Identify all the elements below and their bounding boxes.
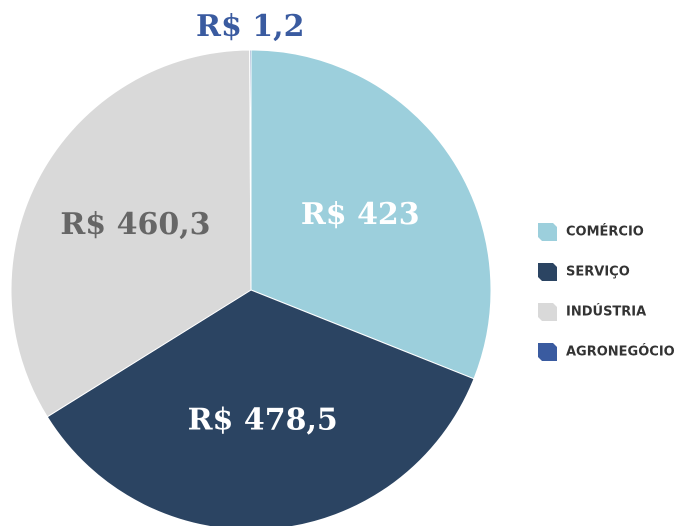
value-label: R$ 478,5 (188, 402, 338, 437)
pie-slice (10, 49, 252, 418)
legend-swatch (538, 303, 557, 321)
pie-slice (249, 49, 252, 291)
pie-slice (46, 289, 475, 526)
pie-slice (250, 49, 492, 380)
legend-swatch (538, 343, 557, 361)
legend-swatch (538, 223, 557, 241)
value-label: R$ 1,2 (196, 9, 304, 44)
legend-label: AGRONEGÓCIO (566, 344, 675, 360)
legend-swatch (538, 263, 557, 281)
legend-label: SERVIÇO (566, 265, 630, 280)
value-label: R$ 460,3 (60, 207, 210, 242)
legend-label: COMÉRCIO (566, 224, 644, 240)
value-label: R$ 423 (301, 197, 420, 232)
legend-label: INDÚSTRIA (566, 304, 646, 320)
